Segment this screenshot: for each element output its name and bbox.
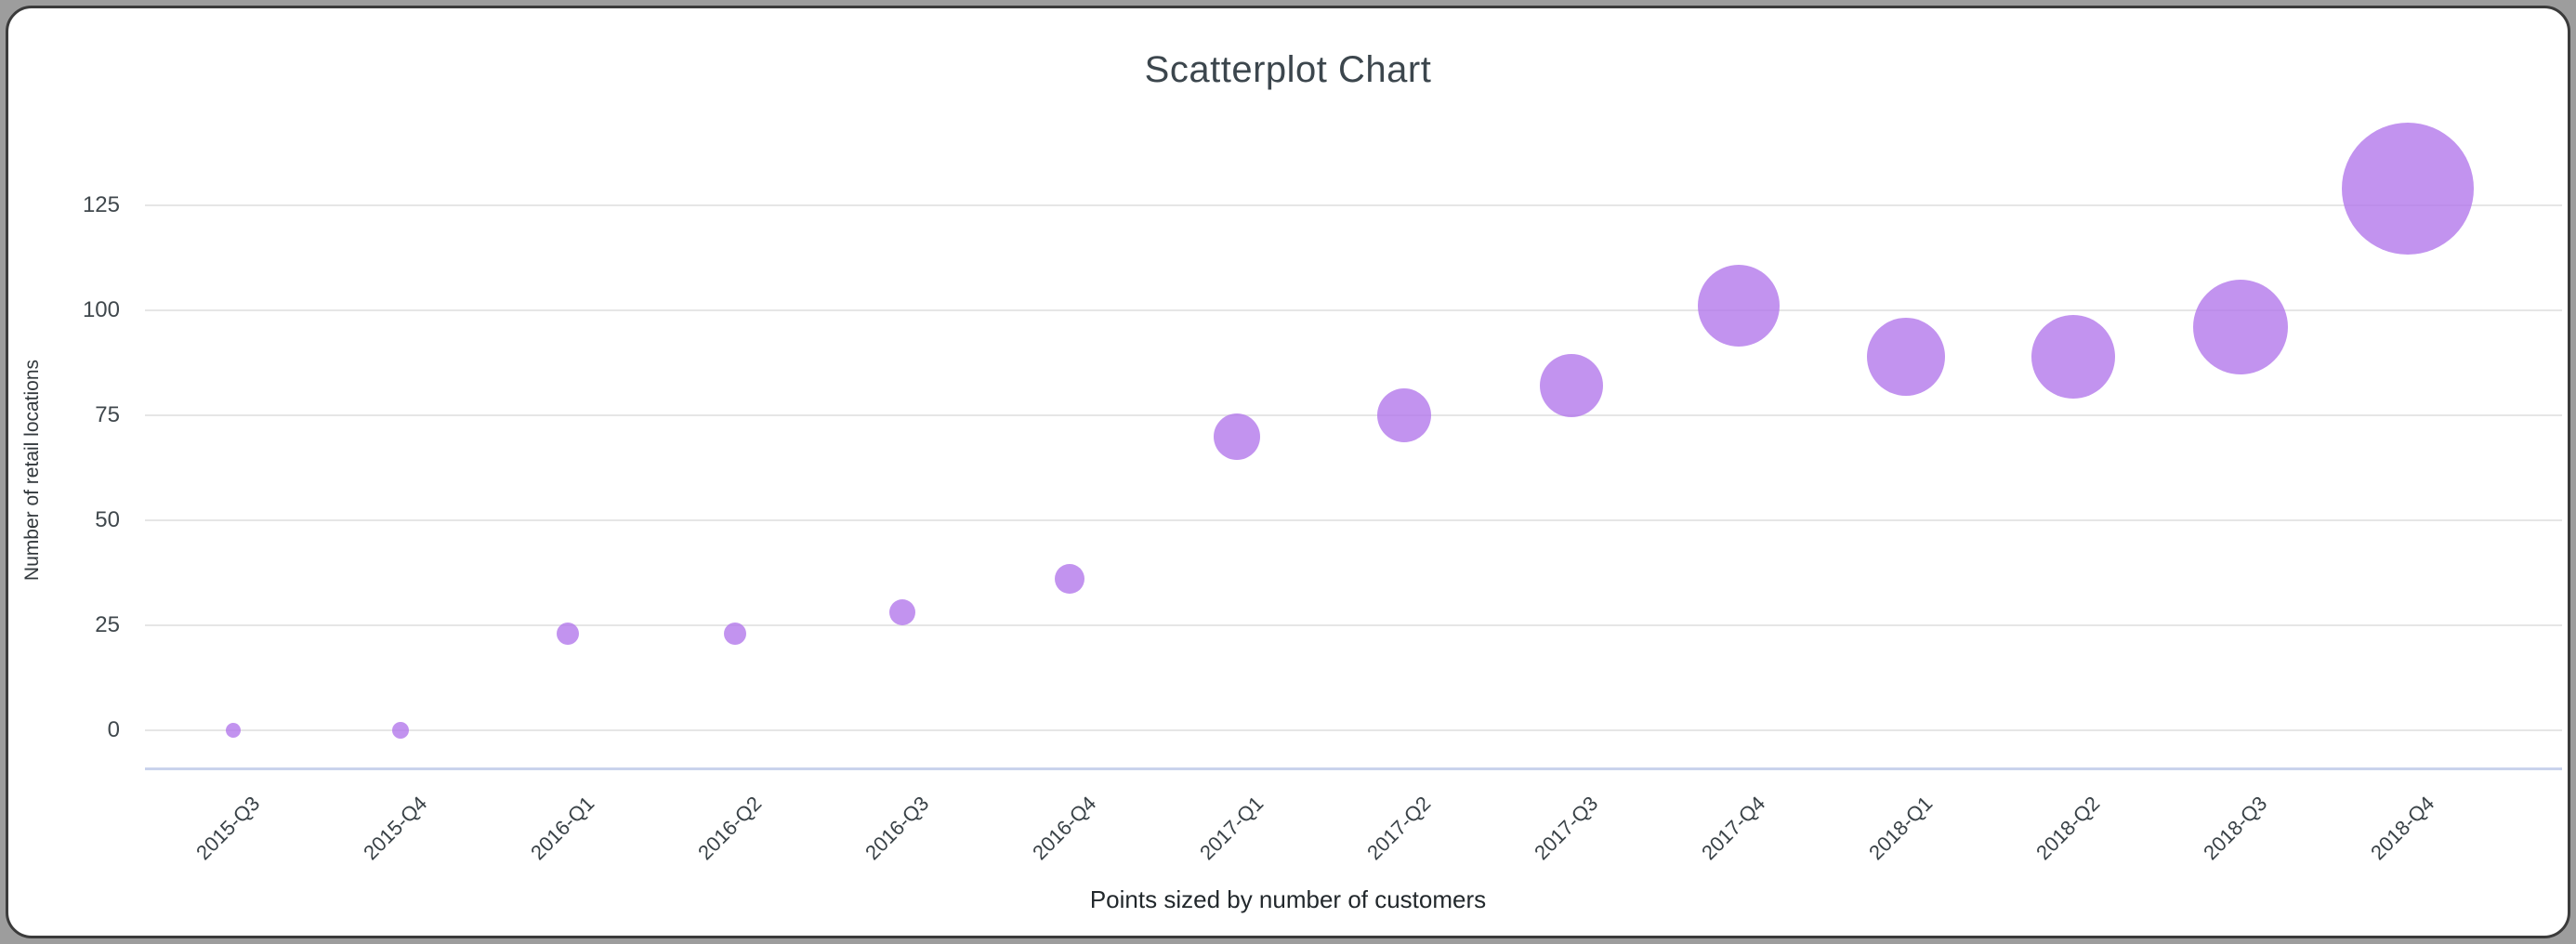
x-tick-label: 2017-Q2 xyxy=(1362,792,1436,865)
x-axis-line xyxy=(145,767,2562,770)
chart-caption: Points sized by number of customers xyxy=(1089,885,1487,913)
x-tick-label: 2017-Q3 xyxy=(1530,792,1603,865)
gridline-y-125 xyxy=(145,204,2562,206)
y-axis-title: Number of retail locations xyxy=(21,359,43,582)
data-point-bubble-2017-Q3[interactable] xyxy=(1540,354,1603,418)
data-point-bubble-2016-Q3[interactable] xyxy=(889,599,915,626)
y-tick-label-50: 50 xyxy=(95,507,120,532)
gridline-y-50 xyxy=(145,519,2562,521)
data-point-bubble-2015-Q3[interactable] xyxy=(226,723,241,738)
x-tick-label: 2018-Q3 xyxy=(2199,792,2272,865)
x-tick-label: 2018-Q4 xyxy=(2366,792,2439,865)
data-point-bubble-2018-Q1[interactable] xyxy=(1867,317,1945,396)
data-point-bubble-2017-Q1[interactable] xyxy=(1214,413,1260,460)
chart-title: Scatterplot Chart xyxy=(1144,49,1432,90)
x-tick-label: 2016-Q2 xyxy=(693,792,767,865)
data-point-bubble-2016-Q1[interactable] xyxy=(557,623,579,646)
x-tick-label: 2016-Q4 xyxy=(1028,792,1101,865)
data-point-bubble-2016-Q2[interactable] xyxy=(724,623,746,646)
data-point-bubble-2018-Q4[interactable] xyxy=(2342,122,2474,255)
data-point-bubble-2017-Q2[interactable] xyxy=(1377,388,1431,442)
gridline-y-25 xyxy=(145,624,2562,626)
data-point-bubble-2018-Q2[interactable] xyxy=(2031,314,2115,399)
plot-area: 0 25 50 75 100 125 Number of retail locations… xyxy=(8,8,2568,936)
gridline-y-75 xyxy=(145,414,2562,416)
x-tick-label: 2015-Q4 xyxy=(359,792,432,865)
y-tick-label-125: 125 xyxy=(82,192,120,217)
x-tick-label: 2018-Q1 xyxy=(1864,792,1938,865)
data-point-bubble-2017-Q4[interactable] xyxy=(1698,265,1780,347)
gridline-y-0 xyxy=(145,729,2562,731)
data-point-bubble-2018-Q3[interactable] xyxy=(2193,280,2288,375)
x-tick-label: 2017-Q1 xyxy=(1195,792,1268,865)
x-tick-label: 2015-Q3 xyxy=(191,792,265,865)
x-tick-label: 2017-Q4 xyxy=(1697,792,1770,865)
y-tick-label-25: 25 xyxy=(95,612,120,637)
x-tick-label: 2018-Q2 xyxy=(2031,792,2105,865)
data-point-bubble-2016-Q4[interactable] xyxy=(1055,564,1084,595)
y-tick-label-100: 100 xyxy=(82,297,120,322)
y-tick-label-0: 0 xyxy=(107,717,120,742)
y-tick-label-75: 75 xyxy=(95,402,120,427)
chart-card: Scatterplot Chart 0 25 50 75 100 125 Number o… xyxy=(6,6,2570,938)
x-tick-label: 2016-Q1 xyxy=(526,792,599,865)
data-point-bubble-2015-Q4[interactable] xyxy=(392,722,409,739)
x-tick-label: 2016-Q3 xyxy=(861,792,934,865)
gridline-y-100 xyxy=(145,309,2562,311)
